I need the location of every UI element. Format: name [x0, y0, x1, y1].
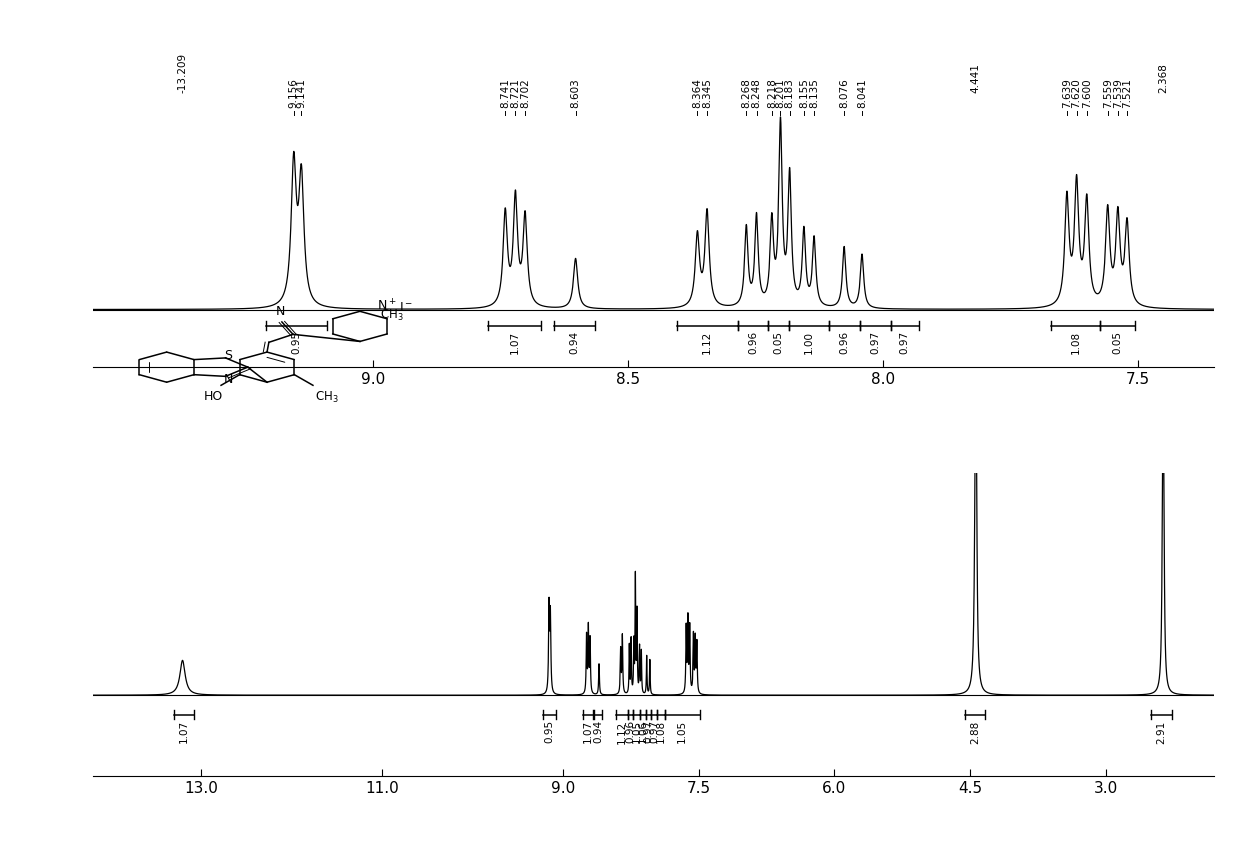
Text: 0.05: 0.05: [773, 331, 783, 354]
Text: 8.135: 8.135: [809, 78, 819, 108]
Text: 0.97: 0.97: [900, 331, 909, 354]
Text: 0.96: 0.96: [748, 331, 758, 354]
Text: 7.639: 7.639: [1062, 78, 1072, 108]
Text: CH$_3$: CH$_3$: [315, 390, 338, 405]
Text: 1.06: 1.06: [638, 721, 648, 744]
Text: 0.97: 0.97: [649, 721, 659, 744]
Text: 1.07: 1.07: [584, 721, 593, 744]
Text: 1.00: 1.00: [804, 331, 814, 354]
Text: 0.96: 0.96: [626, 721, 636, 744]
Text: 8.183: 8.183: [784, 78, 794, 108]
Text: 8.201: 8.201: [776, 78, 786, 108]
Text: 1.12: 1.12: [703, 331, 712, 354]
Text: 8.218: 8.218: [767, 78, 777, 108]
Text: 7.539: 7.539: [1113, 78, 1123, 108]
Text: 8.364: 8.364: [693, 78, 703, 108]
Text: -13.209: -13.209: [177, 52, 187, 93]
Text: 8.268: 8.268: [741, 78, 751, 108]
Text: 0.94: 0.94: [570, 331, 580, 354]
Text: 1.12: 1.12: [617, 721, 627, 744]
Text: 2.88: 2.88: [970, 721, 980, 744]
Text: N: N: [275, 305, 285, 318]
Text: 0.95: 0.95: [545, 721, 555, 744]
Text: 0.96: 0.96: [840, 331, 850, 354]
Text: 7.521: 7.521: [1123, 78, 1132, 108]
Text: 8.345: 8.345: [703, 78, 712, 108]
Text: 1.07: 1.07: [180, 721, 190, 744]
Text: 4.441: 4.441: [970, 63, 980, 93]
Text: 8.741: 8.741: [501, 78, 510, 108]
Text: 9.141: 9.141: [296, 78, 306, 108]
Text: 8.076: 8.076: [839, 78, 849, 108]
Text: 7.600: 7.600: [1082, 78, 1092, 108]
Text: 0.94: 0.94: [593, 721, 603, 744]
Text: 7.559: 7.559: [1103, 78, 1113, 108]
Text: 0.97: 0.97: [870, 331, 880, 354]
Text: 9.156: 9.156: [289, 78, 299, 108]
Text: 1.07: 1.07: [509, 331, 519, 354]
Text: S: S: [224, 349, 233, 362]
Text: CH$_3$: CH$_3$: [380, 308, 404, 322]
Text: N$^+$: N$^+$: [377, 298, 396, 314]
Text: I$^-$: I$^-$: [399, 301, 413, 314]
Text: 8.721: 8.721: [510, 78, 520, 108]
Text: 8.248: 8.248: [752, 78, 762, 108]
Text: 1.05: 1.05: [632, 721, 642, 744]
Text: 8.155: 8.155: [799, 78, 809, 108]
Text: N: N: [224, 373, 233, 386]
Text: 8.702: 8.702: [520, 78, 530, 108]
Text: 1.08: 1.08: [655, 721, 667, 744]
Text: 8.603: 8.603: [571, 78, 581, 108]
Text: 1.05: 1.05: [678, 721, 688, 744]
Text: 8.041: 8.041: [857, 78, 867, 108]
Text: 0.05: 0.05: [1113, 331, 1123, 354]
Text: 7.620: 7.620: [1072, 78, 1082, 108]
Text: HO: HO: [204, 390, 223, 403]
Text: 2.91: 2.91: [1156, 721, 1166, 744]
Text: 2.368: 2.368: [1158, 63, 1168, 93]
Text: 0.95: 0.95: [292, 331, 302, 354]
Text: 0.97: 0.97: [643, 721, 654, 744]
Text: 1.08: 1.08: [1070, 331, 1080, 354]
